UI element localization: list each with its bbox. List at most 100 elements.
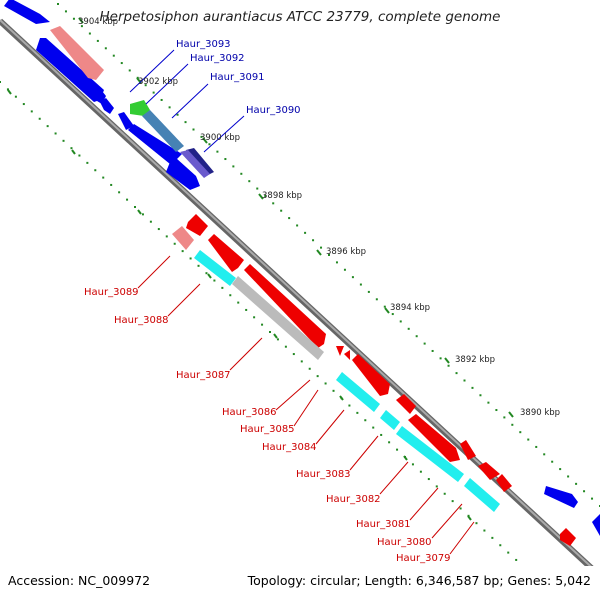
gene-label-forward[interactable]: Haur_3093 bbox=[176, 39, 231, 50]
tick-dot bbox=[487, 401, 490, 404]
feature-cyan-1[interactable] bbox=[194, 250, 236, 286]
tick-dot bbox=[102, 176, 105, 179]
tick-dot bbox=[380, 433, 383, 436]
feature-blue-1[interactable] bbox=[4, 0, 50, 24]
gene-label-reverse[interactable]: Haur_3087 bbox=[176, 370, 231, 381]
leader-line bbox=[409, 487, 439, 521]
tick-dot bbox=[483, 529, 486, 532]
feature-red-3[interactable] bbox=[244, 264, 326, 348]
scale-tick-minor bbox=[207, 273, 212, 279]
scale-tick-minor bbox=[71, 149, 76, 155]
map-title: Herpetosiphon aurantiacus ATCC 23779, co… bbox=[99, 9, 501, 25]
feature-gray[interactable] bbox=[232, 276, 324, 360]
gene-label-reverse[interactable]: Haur_3083 bbox=[296, 469, 351, 480]
feature-blue-7[interactable] bbox=[166, 158, 200, 190]
tick-dot bbox=[94, 169, 97, 172]
scale-tick-minor bbox=[7, 89, 12, 95]
leader-line bbox=[137, 255, 171, 289]
tick-dot bbox=[439, 357, 442, 360]
gene-label-forward[interactable]: Haur_3090 bbox=[246, 105, 301, 116]
tick-dot bbox=[495, 409, 498, 412]
tick-dot bbox=[46, 125, 49, 128]
feature-cyan-5[interactable] bbox=[464, 478, 500, 512]
feature-red-2[interactable] bbox=[208, 234, 244, 272]
tick-dot bbox=[269, 331, 271, 333]
tick-dot bbox=[523, 566, 525, 568]
gene-label-reverse[interactable]: Haur_3082 bbox=[326, 494, 381, 505]
feature-cyan-2[interactable] bbox=[336, 372, 380, 412]
feature-cyan-4[interactable] bbox=[396, 426, 464, 482]
scale-tick bbox=[508, 411, 514, 418]
tick-dot bbox=[272, 202, 275, 205]
scale-tick-label: 3904 kbp bbox=[78, 17, 118, 27]
tick-dot bbox=[229, 294, 232, 297]
tick-dot bbox=[383, 305, 386, 308]
feature-blue-4[interactable] bbox=[100, 98, 114, 114]
tick-dot bbox=[503, 416, 506, 419]
feature-blue-2[interactable] bbox=[36, 38, 104, 102]
tick-dot bbox=[240, 172, 243, 175]
scale-tick-labels: 3904 kbp 3902 kbp 3900 kbp 3898 kbp 3896 kbp… bbox=[78, 17, 560, 418]
tick-dot bbox=[575, 482, 578, 485]
gene-label-reverse[interactable]: Haur_3081 bbox=[356, 519, 411, 530]
tick-dot bbox=[216, 150, 219, 153]
tick-dot bbox=[316, 375, 319, 378]
leader-line bbox=[449, 521, 475, 555]
feature-slateblue[interactable] bbox=[180, 150, 210, 178]
tick-dot bbox=[328, 254, 330, 256]
gene-label-forward[interactable]: Haur_3092 bbox=[190, 53, 245, 64]
topology-text: Topology: circular; Length: 6,346,587 bp… bbox=[247, 573, 591, 588]
gene-labels: Haur_3093 Haur_3092 Haur_3091 Haur_3090 Haur… bbox=[84, 39, 451, 564]
feature-red-6[interactable] bbox=[352, 354, 390, 396]
feature-red-small-1[interactable] bbox=[186, 214, 208, 236]
tick-dot bbox=[284, 345, 287, 348]
scale-tick bbox=[444, 357, 450, 364]
scale-tick bbox=[316, 249, 322, 256]
tick-dot bbox=[591, 497, 594, 500]
gene-label-forward[interactable]: Haur_3091 bbox=[210, 72, 265, 83]
tick-dot bbox=[54, 132, 57, 135]
gene-label-reverse[interactable]: Haur_3089 bbox=[84, 287, 139, 298]
tick-dot bbox=[396, 448, 399, 451]
tick-dot bbox=[372, 426, 375, 429]
feature-steelblue[interactable] bbox=[142, 110, 184, 152]
gene-label-reverse[interactable]: Haur_3080 bbox=[377, 537, 432, 548]
tick-dot bbox=[96, 39, 99, 42]
scale-tick-minor bbox=[403, 455, 408, 461]
feature-cyan-3[interactable] bbox=[380, 410, 400, 430]
gene-label-reverse[interactable]: Haur_3085 bbox=[240, 424, 295, 435]
scale-tick-label: 3900 kbp bbox=[200, 133, 240, 143]
feature-red-9[interactable] bbox=[478, 462, 500, 480]
feature-red-11[interactable] bbox=[460, 440, 476, 460]
feature-red-8[interactable] bbox=[408, 414, 460, 462]
leader-line bbox=[145, 63, 189, 105]
tick-dot bbox=[126, 198, 129, 201]
feature-blue-3[interactable] bbox=[88, 86, 106, 104]
tick-dot bbox=[367, 290, 370, 293]
gene-label-reverse[interactable]: Haur_3084 bbox=[262, 442, 317, 453]
feature-red-4[interactable] bbox=[336, 346, 344, 356]
tick-dot bbox=[324, 382, 327, 385]
gene-label-reverse[interactable]: Haur_3086 bbox=[222, 407, 277, 418]
gene-label-reverse[interactable]: Haur_3079 bbox=[396, 553, 451, 564]
feature-red-7[interactable] bbox=[396, 394, 416, 414]
scale-tick bbox=[384, 307, 390, 314]
feature-pink-reverse[interactable] bbox=[172, 226, 194, 250]
feature-green[interactable] bbox=[130, 100, 150, 116]
tick-dot bbox=[248, 180, 251, 183]
accession-text: Accession: NC_009972 bbox=[8, 573, 151, 588]
feature-blue-5[interactable] bbox=[118, 112, 134, 130]
feature-darkblue[interactable] bbox=[186, 148, 214, 176]
feature-blue-9[interactable] bbox=[592, 514, 600, 536]
tick-dot bbox=[134, 206, 136, 208]
feature-blue-6[interactable] bbox=[128, 124, 182, 164]
feature-red-12[interactable] bbox=[560, 528, 576, 546]
feature-red-10[interactable] bbox=[496, 474, 512, 492]
tick-dot bbox=[189, 257, 192, 260]
feature-red-5[interactable] bbox=[344, 350, 350, 360]
gene-label-reverse[interactable]: Haur_3088 bbox=[114, 315, 169, 326]
feature-pink-forward[interactable] bbox=[50, 26, 104, 80]
feature-blue-8[interactable] bbox=[544, 486, 578, 508]
tick-dot bbox=[527, 438, 530, 441]
